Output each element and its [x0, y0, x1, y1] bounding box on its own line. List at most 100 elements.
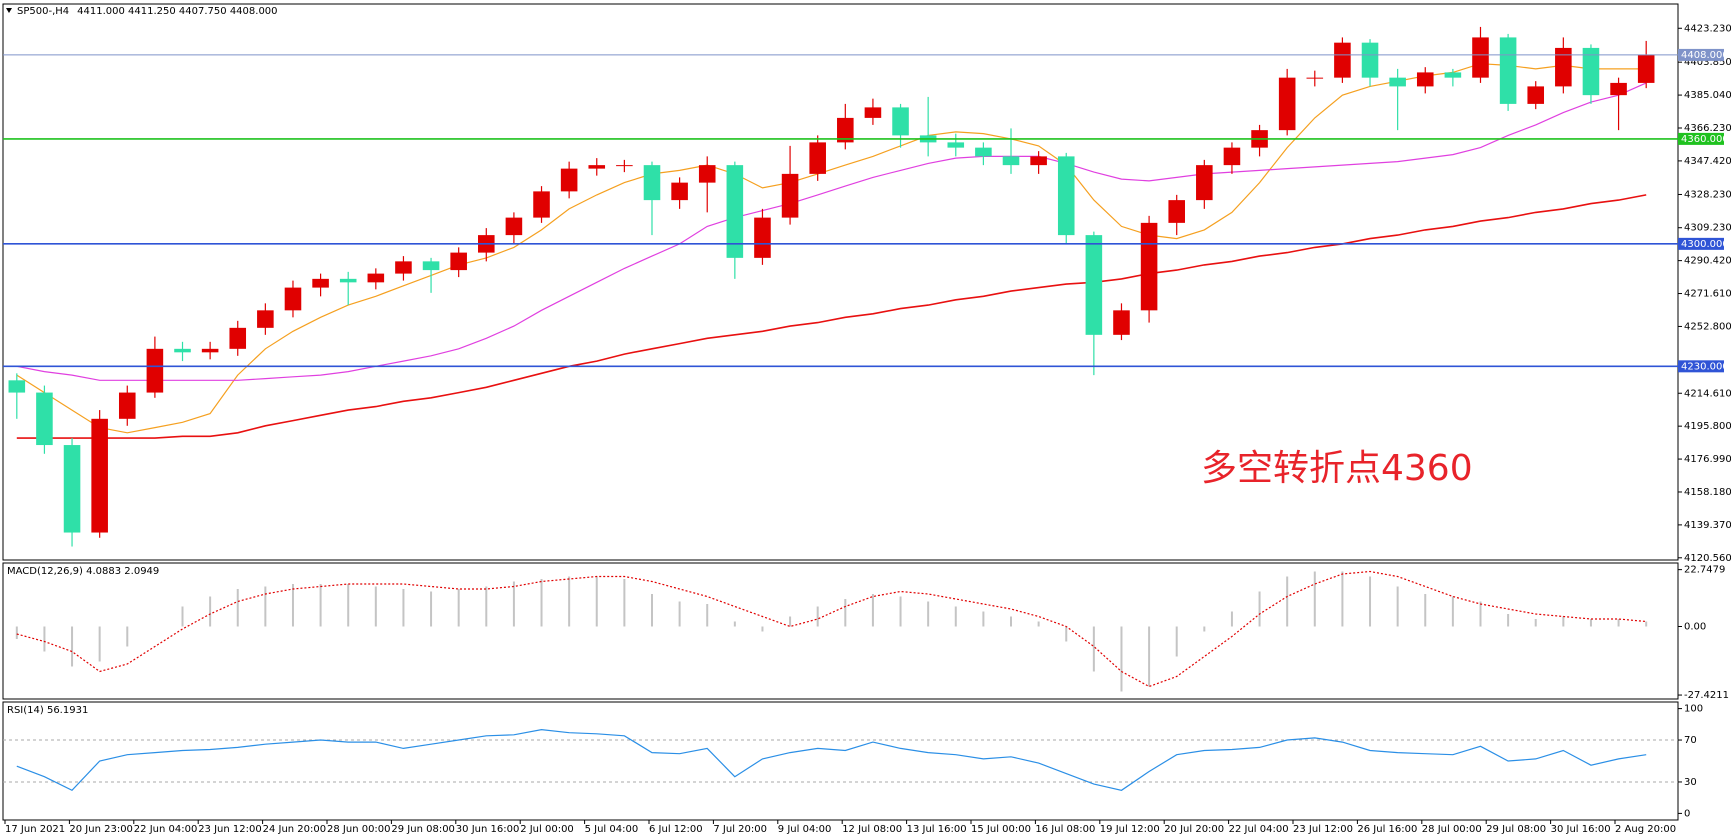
candle-body — [864, 107, 882, 118]
candle-body — [1030, 156, 1047, 166]
x-tick-label: 22 Jun 04:00 — [134, 824, 198, 835]
candle-body — [754, 217, 771, 258]
candle-body — [671, 182, 688, 201]
y-tick-label: 4176.990 — [1684, 454, 1731, 465]
candle-body — [726, 165, 744, 258]
rsi-panel — [2, 701, 1679, 821]
y-tick-label: 4158.180 — [1684, 487, 1731, 498]
candle-body — [1085, 235, 1103, 335]
candle-body — [1278, 77, 1296, 131]
candle-body — [1499, 37, 1517, 104]
macd-title: MACD(12,26,9) 4.0883 2.0949 — [7, 566, 159, 577]
moving-average — [16, 194, 1647, 439]
moving-average — [16, 82, 1647, 381]
y-tick-label: 4120.560 — [1684, 553, 1731, 564]
candle-body — [229, 327, 247, 349]
level-label-box — [1678, 48, 1724, 61]
y-tick-label: 70 — [1684, 735, 1697, 746]
panel-line: 0 30 70 100 17 Jun 2021 20 Jun 23:00 22 Jun 04… — [3, 704, 1703, 835]
x-tick-label: 13 Jul 16:00 — [907, 824, 967, 835]
x-tick-label: 2 Aug 20:00 — [1615, 824, 1676, 835]
candle-body — [560, 168, 578, 192]
candle-body — [616, 165, 633, 167]
candle-body — [947, 142, 965, 148]
chart-header: SP500-,H4 4411.000 4411.250 4407.750 4408… — [17, 6, 278, 17]
candle-body — [781, 173, 799, 218]
x-tick-label: 30 Jun 16:00 — [456, 824, 520, 835]
x-tick-label: 19 Jul 12:00 — [1100, 824, 1160, 835]
menu-arrow[interactable] — [6, 8, 12, 13]
x-tick-label: 23 Jul 12:00 — [1293, 824, 1353, 835]
y-tick-label: 4385.040 — [1684, 90, 1731, 101]
y-tick-label: 4366.230 — [1684, 123, 1731, 134]
y-tick-label: 4347.420 — [1684, 156, 1731, 167]
candle-body — [975, 147, 992, 157]
macd-signal — [16, 570, 1647, 688]
y-tick-label: -27.4211 — [1684, 690, 1729, 701]
x-tick-label: 30 Jul 16:00 — [1551, 824, 1611, 835]
candle-body — [450, 252, 467, 271]
x-tick-label: 15 Jul 00:00 — [971, 824, 1031, 835]
y-tick-label: 4195.800 — [1684, 421, 1731, 432]
price-panel — [2, 3, 1679, 561]
candle-body — [1113, 310, 1130, 335]
x-tick-label: 20 Jul 20:00 — [1164, 824, 1224, 835]
y-tick-label: 0 — [1684, 808, 1690, 819]
candle-body — [257, 310, 274, 328]
x-tick-label: 28 Jul 00:00 — [1422, 824, 1482, 835]
candle-body — [1555, 47, 1572, 87]
candle-body — [588, 165, 606, 169]
x-tick-label: 29 Jun 08:00 — [391, 824, 455, 835]
rsi-title: RSI(14) 56.1931 — [7, 705, 88, 716]
y-tick-label: 0.00 — [1684, 622, 1706, 633]
candle-body — [1223, 147, 1241, 166]
x-tick-label: 16 Jul 08:00 — [1035, 824, 1095, 835]
y-tick-label: 4403.850 — [1684, 57, 1731, 68]
rsi-line — [16, 728, 1647, 792]
candle-body — [698, 165, 716, 183]
x-tick-label: 20 Jun 23:00 — [69, 824, 133, 835]
quote: 4411.000 4411.250 4407.750 4408.000 — [77, 6, 277, 17]
candle-body — [284, 287, 302, 311]
y-tick-label: 4252.800 — [1684, 321, 1731, 332]
x-tick-label: 9 Jul 04:00 — [778, 824, 832, 835]
candle-body — [1361, 42, 1379, 78]
x-tick-label: 28 Jun 00:00 — [327, 824, 391, 835]
candle-body — [339, 278, 357, 283]
annotation: 多空转折点4360 — [1201, 448, 1473, 489]
candle-body — [1444, 72, 1462, 78]
candle-body — [36, 392, 53, 446]
level-label: 4300.000 — [1681, 239, 1729, 250]
candle-body — [395, 261, 412, 274]
candle-body — [63, 445, 81, 533]
candle-body — [643, 165, 661, 201]
level-label: 4408.000 — [1681, 50, 1729, 61]
candle-body — [1057, 156, 1075, 236]
candle-body — [201, 348, 219, 353]
candle-body — [1002, 156, 1020, 166]
level-label-box — [1678, 132, 1724, 145]
x-tick-label: 2 Jul 00:00 — [520, 824, 574, 835]
candle-body — [1168, 200, 1185, 223]
candle-body — [118, 392, 136, 419]
candle-body — [1306, 77, 1324, 79]
x-tick-label: 5 Jul 04:00 — [585, 824, 639, 835]
candle-body — [91, 418, 108, 533]
level-label: 4230.000 — [1681, 361, 1729, 372]
x-tick-label: 26 Jul 16:00 — [1357, 824, 1417, 835]
candle-body — [1389, 77, 1406, 87]
candle-body — [367, 273, 385, 283]
candle-body — [533, 191, 550, 218]
candle-body — [174, 348, 191, 353]
y-tick-label: 4309.230 — [1684, 223, 1731, 234]
x-tick-label: 22 Jul 04:00 — [1229, 824, 1289, 835]
y-tick-label: 4290.420 — [1684, 256, 1731, 267]
x-tick-label: 6 Jul 12:00 — [649, 824, 703, 835]
y-tick-label: 100 — [1684, 704, 1703, 715]
candle-body — [1334, 42, 1351, 78]
level-label-box — [1678, 360, 1724, 373]
candle-body — [505, 217, 523, 236]
x-tick-label: 29 Jul 08:00 — [1486, 824, 1546, 835]
